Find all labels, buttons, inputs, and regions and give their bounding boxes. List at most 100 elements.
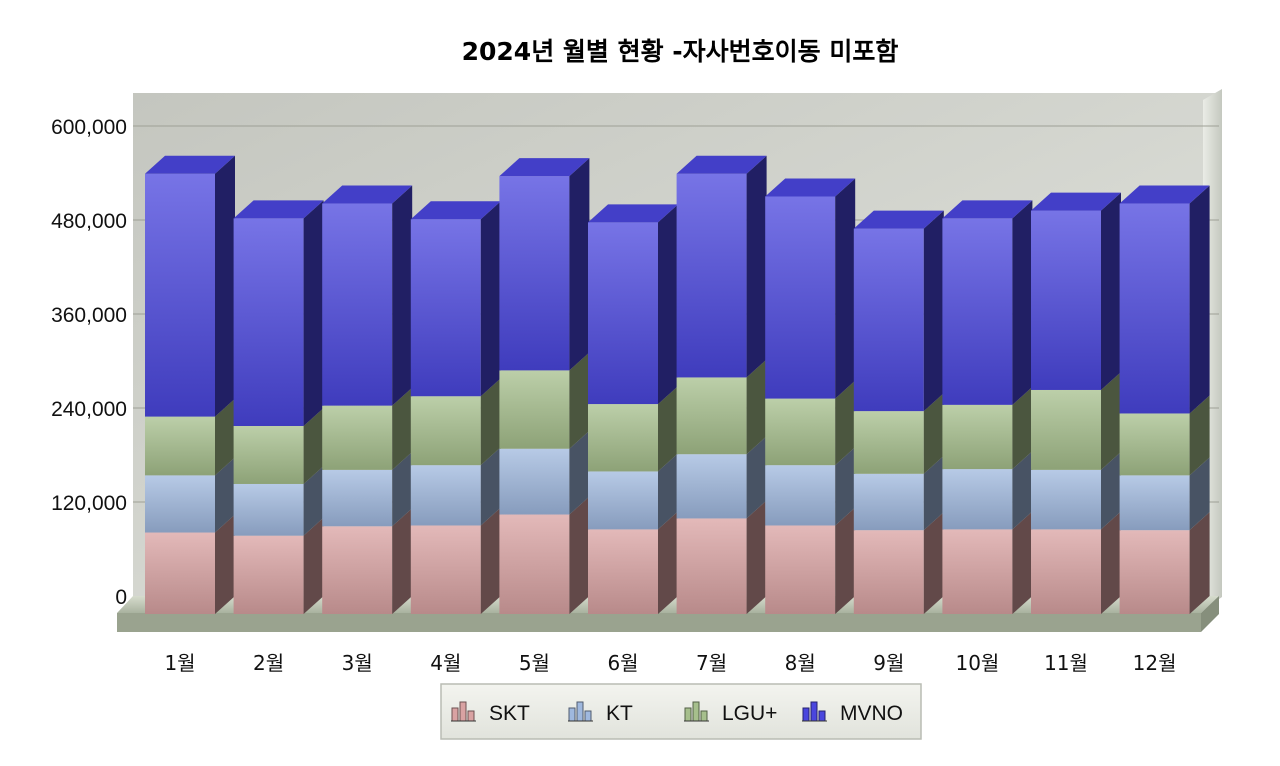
bar-front: [1119, 413, 1190, 476]
bar-segment-mvno: [853, 210, 944, 412]
bar-segment-kt: [676, 436, 767, 519]
bar-front: [853, 530, 924, 614]
bar-chart-icon: [568, 701, 593, 722]
bar-side: [923, 455, 944, 531]
x-tick-label: 11월: [1044, 651, 1088, 675]
bar-side: [392, 508, 413, 614]
bar-top: [765, 178, 856, 197]
legend-item-skt: SKT: [451, 701, 530, 725]
legend-label: SKT: [489, 702, 530, 725]
bar-side: [303, 200, 324, 426]
plot-floor-corner: [1201, 596, 1219, 632]
bar-segment-kt: [322, 451, 413, 527]
bar-side: [1012, 200, 1033, 405]
bar-front: [233, 535, 304, 614]
bar-front: [499, 514, 570, 614]
bar-segment-skt: [499, 496, 590, 614]
bar-front: [145, 532, 215, 614]
bar-top: [145, 155, 235, 174]
bar-side: [303, 517, 324, 614]
bar-segment-kt: [233, 465, 324, 536]
bar-segment-lguplus: [499, 352, 590, 449]
y-tick-label: 0: [115, 586, 127, 609]
bar-side: [835, 447, 856, 526]
bar-front: [942, 404, 1013, 470]
bar-side: [658, 453, 678, 530]
x-tick-label: 3월: [342, 651, 373, 675]
bar-front: [233, 426, 304, 484]
bar-side: [746, 436, 767, 519]
bar-front: [1119, 530, 1190, 614]
bar-segment-kt: [1119, 457, 1210, 531]
bar-front: [410, 219, 481, 397]
bar-side: [1101, 511, 1121, 614]
bar-top: [588, 204, 678, 223]
bar-segment-lguplus: [322, 387, 413, 470]
bar-stack: [1031, 192, 1121, 614]
x-tick-label: 2월: [253, 651, 284, 675]
y-tick-label: 480,000: [51, 210, 127, 233]
y-tick-label: 600,000: [51, 116, 127, 139]
bar-side: [392, 387, 413, 470]
bar-segment-skt: [765, 507, 856, 614]
bar-front: [233, 218, 304, 426]
bar-front: [853, 411, 924, 474]
bar-front: [1119, 475, 1190, 531]
bar-segment-skt: [676, 500, 767, 614]
legend-item-lguplus: LGU+: [684, 701, 777, 725]
bar-front: [765, 465, 836, 526]
bar-front: [410, 396, 481, 466]
bar-segment-lguplus: [410, 378, 501, 466]
bar-segment-skt: [145, 514, 235, 614]
bar-front: [588, 529, 658, 614]
bar-front: [322, 526, 393, 614]
bar-segment-mvno: [765, 178, 856, 399]
bar-segment-lguplus: [853, 393, 944, 474]
bar-side: [1101, 192, 1121, 390]
bar-front: [1031, 389, 1101, 470]
x-tick-label: 7월: [696, 651, 727, 675]
bar-segment-skt: [1031, 511, 1121, 614]
bar-side: [658, 386, 678, 472]
bar-front: [676, 377, 747, 455]
bar-side: [923, 393, 944, 474]
bar-segment-mvno: [942, 200, 1033, 405]
chart-title: 2024년 월별 현황 -자사번호이동 미포함: [462, 37, 899, 66]
bar-front: [676, 518, 747, 614]
bar-stack: [942, 200, 1033, 614]
x-tick-label: 12월: [1133, 651, 1177, 675]
bar-front: [233, 483, 304, 536]
bar-side: [480, 507, 501, 614]
bar-stack: [853, 210, 944, 614]
bar-front: [1119, 203, 1190, 414]
bar-side: [392, 451, 413, 527]
bar-front: [588, 404, 658, 472]
bar-front: [1031, 529, 1101, 614]
bar-front: [853, 473, 924, 531]
bar-segment-lguplus: [676, 359, 767, 455]
bar-segment-mvno: [499, 158, 590, 371]
bar-segment-kt: [410, 447, 501, 526]
bar-front: [410, 525, 481, 614]
bar-top: [676, 155, 767, 174]
legend-label: KT: [606, 702, 633, 725]
bar-front: [676, 173, 747, 378]
bar-segment-kt: [1031, 451, 1121, 530]
legend: SKT KT LGU+ MVNO: [440, 683, 922, 740]
bar-top: [853, 210, 944, 229]
bar-side: [746, 359, 767, 455]
y-tick-label: 120,000: [51, 492, 127, 515]
bar-segment-lguplus: [942, 386, 1033, 470]
bar-top: [233, 200, 324, 219]
bar-side: [1189, 512, 1210, 614]
bar-front: [853, 228, 924, 412]
legend-label: MVNO: [840, 702, 903, 725]
bar-front: [322, 405, 393, 470]
bar-segment-lguplus: [1031, 371, 1121, 470]
bar-front: [942, 529, 1013, 614]
bar-side: [923, 210, 944, 412]
bar-segment-lguplus: [145, 398, 235, 476]
y-axis-ticks: 0 120,000 240,000 360,000 480,000 600,000: [51, 116, 127, 609]
x-tick-label: 4월: [430, 651, 461, 675]
